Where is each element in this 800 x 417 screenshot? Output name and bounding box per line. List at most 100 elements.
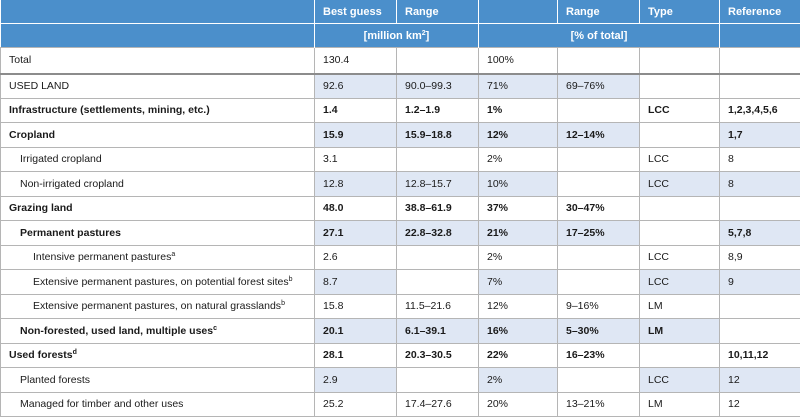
cell-range-pct	[558, 245, 640, 270]
header-reference: Reference	[720, 0, 800, 24]
table-row: Extensive permanent pastures, on potenti…	[1, 270, 800, 295]
cell-best: 1.4	[315, 98, 397, 123]
cell-range-pct	[558, 147, 640, 172]
row-label: Planted forests	[1, 368, 315, 393]
cell-range-pct: 69–76%	[558, 74, 640, 99]
cell-best: 48.0	[315, 196, 397, 221]
row-label: Managed for timber and other uses	[1, 392, 315, 417]
cell-ref: 10,11,12	[720, 343, 800, 368]
cell-best: 92.6	[315, 74, 397, 99]
row-label: Extensive permanent pastures, on natural…	[1, 294, 315, 319]
row-label-text: Grazing land	[9, 202, 73, 214]
row-label-text: Total	[9, 54, 31, 66]
cell-pct: 12%	[479, 294, 558, 319]
cell-type	[640, 123, 720, 148]
cell-range: 38.8–61.9	[397, 196, 479, 221]
cell-type	[640, 48, 720, 74]
cell-type: LCC	[640, 147, 720, 172]
footnote-marker: a	[171, 251, 175, 258]
row-label-text: Irrigated cropland	[20, 153, 102, 165]
table-row: Extensive permanent pastures, on natural…	[1, 294, 800, 319]
cell-pct: 2%	[479, 245, 558, 270]
row-label: Non-forested, used land, multiple usesc	[1, 319, 315, 344]
header-unit-pct: [% of total]	[479, 24, 720, 48]
cell-type: LCC	[640, 368, 720, 393]
cell-pct: 10%	[479, 172, 558, 197]
row-label-text: Intensive permanent pastures	[33, 251, 171, 263]
cell-ref: 1,7	[720, 123, 800, 148]
cell-ref	[720, 319, 800, 344]
header-range-pct: Range	[558, 0, 640, 24]
cell-best: 2.9	[315, 368, 397, 393]
cell-range: 20.3–30.5	[397, 343, 479, 368]
cell-type: LCC	[640, 98, 720, 123]
row-label: Used forestsd	[1, 343, 315, 368]
footnote-marker: b	[281, 300, 285, 307]
row-label-text: Planted forests	[20, 374, 90, 386]
cell-pct: 22%	[479, 343, 558, 368]
cell-range: 12.8–15.7	[397, 172, 479, 197]
row-label: Cropland	[1, 123, 315, 148]
cell-range: 90.0–99.3	[397, 74, 479, 99]
cell-type	[640, 221, 720, 246]
cell-range-pct: 30–47%	[558, 196, 640, 221]
cell-type: LCC	[640, 172, 720, 197]
cell-ref	[720, 196, 800, 221]
footnote-marker: c	[213, 325, 217, 332]
row-label-text: Infrastructure (settlements, mining, etc…	[9, 104, 210, 116]
cell-range: 11.5–21.6	[397, 294, 479, 319]
cell-best: 28.1	[315, 343, 397, 368]
cell-type	[640, 343, 720, 368]
cell-ref: 8,9	[720, 245, 800, 270]
cell-pct: 37%	[479, 196, 558, 221]
cell-ref: 12	[720, 392, 800, 417]
cell-type: LM	[640, 319, 720, 344]
cell-pct: 7%	[479, 270, 558, 295]
cell-pct: 20%	[479, 392, 558, 417]
cell-range-pct: 17–25%	[558, 221, 640, 246]
table-row: Infrastructure (settlements, mining, etc…	[1, 98, 800, 123]
header-label-cell	[1, 0, 315, 24]
row-label-text: Non-irrigated cropland	[20, 178, 124, 190]
cell-best: 12.8	[315, 172, 397, 197]
cell-best: 130.4	[315, 48, 397, 74]
cell-range-pct	[558, 368, 640, 393]
cell-range: 17.4–27.6	[397, 392, 479, 417]
header-pct	[479, 0, 558, 24]
cell-best: 27.1	[315, 221, 397, 246]
cell-best: 20.1	[315, 319, 397, 344]
cell-best: 15.8	[315, 294, 397, 319]
cell-range	[397, 270, 479, 295]
cell-range: 6.1–39.1	[397, 319, 479, 344]
cell-range-pct: 13–21%	[558, 392, 640, 417]
row-label: Infrastructure (settlements, mining, etc…	[1, 98, 315, 123]
cell-range-pct	[558, 48, 640, 74]
row-label-text: Cropland	[9, 129, 55, 141]
row-label-text: Permanent pastures	[20, 227, 121, 239]
cell-ref: 8	[720, 147, 800, 172]
cell-range: 1.2–1.9	[397, 98, 479, 123]
cell-range: 22.8–32.8	[397, 221, 479, 246]
cell-ref: 9	[720, 270, 800, 295]
row-label-text: Extensive permanent pastures, on natural…	[33, 300, 281, 312]
footnote-marker: b	[289, 276, 293, 283]
row-label: USED LAND	[1, 74, 315, 99]
cell-ref: 12	[720, 368, 800, 393]
cell-best: 25.2	[315, 392, 397, 417]
row-label: Non-irrigated cropland	[1, 172, 315, 197]
cell-pct: 12%	[479, 123, 558, 148]
cell-range-pct	[558, 172, 640, 197]
cell-type	[640, 196, 720, 221]
cell-range-pct	[558, 98, 640, 123]
footnote-marker: d	[73, 349, 77, 356]
cell-range-pct: 12–14%	[558, 123, 640, 148]
cell-ref	[720, 48, 800, 74]
row-label: Permanent pastures	[1, 221, 315, 246]
cell-pct: 100%	[479, 48, 558, 74]
